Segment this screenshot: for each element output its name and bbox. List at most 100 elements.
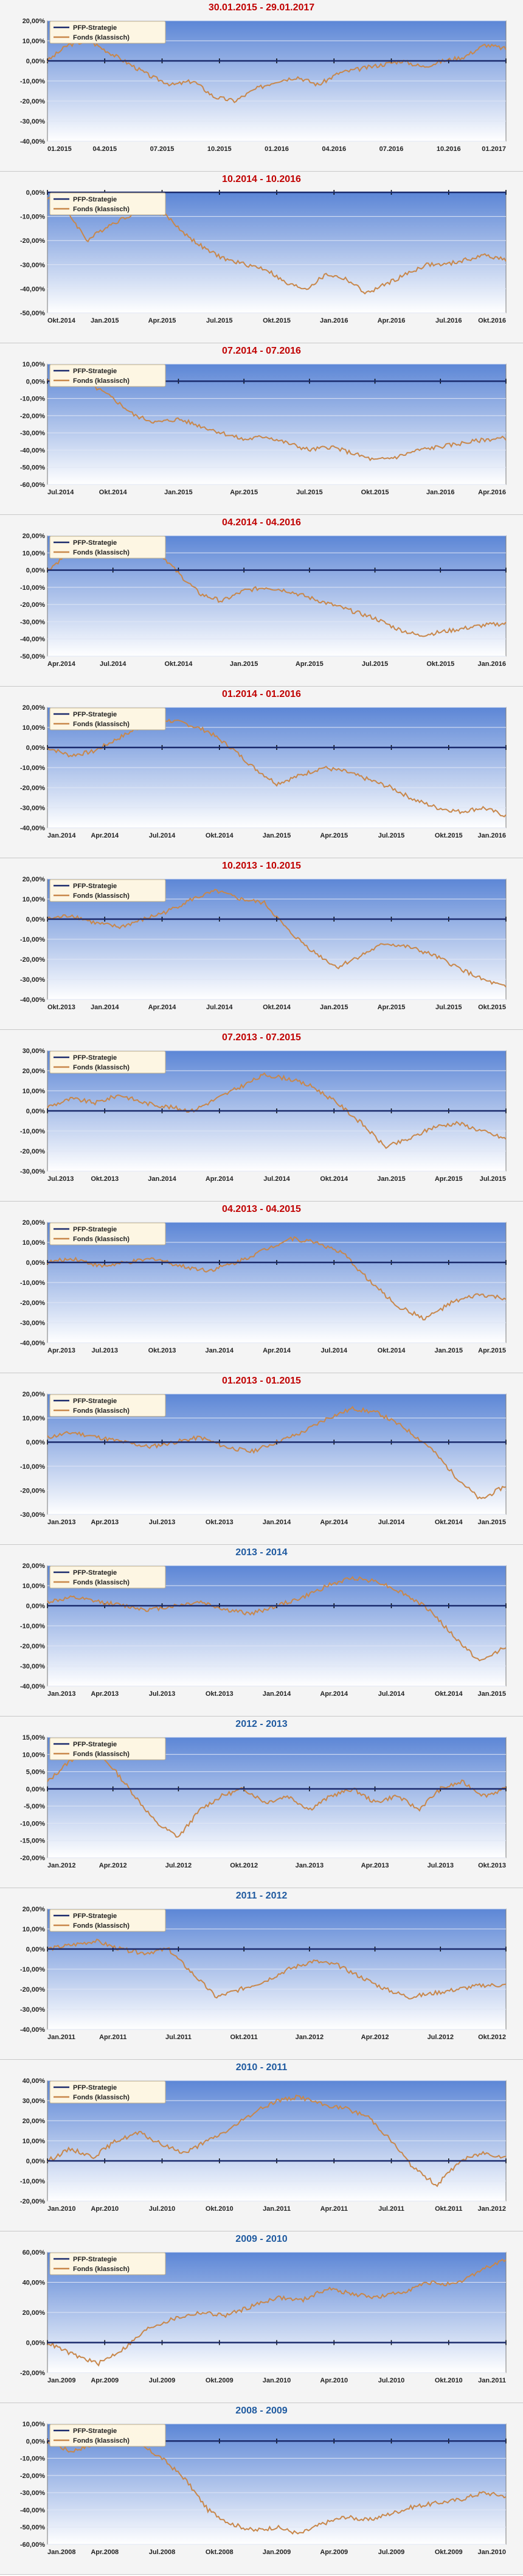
legend-label-fonds: Fonds (klassisch)	[73, 2437, 130, 2445]
x-tick-label: Jan.2009	[47, 2377, 75, 2384]
x-tick-label: Jul.2015	[362, 660, 388, 668]
legend-box	[49, 364, 166, 387]
y-tick-label: 10,00%	[23, 724, 46, 732]
x-tick-label: Apr.2011	[99, 2034, 126, 2041]
chart-panel: 07.2013 - 07.2015 30,00% 20,00% 10,00% 0,00%…	[0, 1030, 523, 1202]
x-tick-label: Jan.2016	[320, 317, 348, 324]
y-tick-label: 0,00%	[26, 1786, 45, 1793]
x-tick-label: Okt.2014	[263, 1004, 291, 1011]
x-tick-label: Apr.2014	[91, 832, 119, 839]
x-tick-label: Okt.2011	[435, 2205, 462, 2213]
x-tick-label: Jan.2012	[478, 2205, 506, 2213]
x-tick-label: Apr.2015	[148, 317, 176, 324]
y-tick-label: -30,00%	[20, 2490, 45, 2497]
legend-label-pfp: PFP-Strategie	[73, 1569, 117, 1577]
y-tick-label: 30,00%	[23, 1048, 46, 1055]
legend: PFP-Strategie Fonds (klassisch)	[49, 2424, 166, 2447]
legend: PFP-Strategie Fonds (klassisch)	[49, 1909, 166, 1932]
x-tick-label: Okt.2009	[435, 2549, 463, 2556]
legend: PFP-Strategie Fonds (klassisch)	[49, 192, 166, 215]
y-tick-label: 40,00%	[23, 2077, 46, 2085]
y-tick-label: 60,00%	[23, 2249, 46, 2256]
x-tick-label: Jan.2011	[478, 2377, 506, 2384]
y-tick-label: 10,00%	[23, 1088, 46, 1095]
y-tick-label: -10,00%	[20, 214, 45, 221]
y-tick-label: 20,00%	[23, 876, 46, 883]
y-tick-label: 0,00%	[26, 2438, 45, 2445]
legend-label-pfp: PFP-Strategie	[73, 2084, 117, 2091]
legend-box	[49, 2252, 166, 2275]
legend-box	[49, 21, 166, 44]
y-tick-label: 10,00%	[23, 1751, 46, 1759]
chart-title: 2012 - 2013	[235, 1719, 288, 1729]
y-tick-label: -20,00%	[20, 1148, 45, 1155]
x-tick-label: Apr.2015	[320, 832, 348, 839]
x-tick-label: Apr.2014	[47, 660, 76, 668]
x-tick-label: Okt.2009	[206, 2377, 234, 2384]
legend: PFP-Strategie Fonds (klassisch)	[49, 1394, 166, 1417]
y-tick-label: -40,00%	[20, 1340, 45, 1347]
y-tick-label: -30,00%	[20, 1663, 45, 1670]
chart-title: 07.2014 - 07.2016	[222, 346, 301, 356]
x-tick-label: Okt.2011	[230, 2034, 258, 2041]
legend-label-pfp: PFP-Strategie	[73, 196, 117, 203]
y-tick-label: 20,00%	[23, 1219, 46, 1227]
x-tick-label: Jan.2015	[164, 489, 192, 496]
y-tick-label: -20,00%	[20, 2370, 45, 2377]
chart-svg: 20,00% 10,00% 0,00% -10,00% -20,00% -30,00% -4…	[20, 18, 507, 153]
x-tick-label: 07.2015	[150, 145, 175, 153]
y-tick-label: 10,00%	[23, 1415, 46, 1423]
x-tick-label: Jul.2012	[165, 1862, 192, 1869]
y-tick-label: 20,00%	[23, 1391, 46, 1398]
chart-panel: 2013 - 2014 20,00% 10,00% 0,00% -10,00% -20,0…	[0, 1545, 523, 1717]
chart-svg: 10,00% 0,00% -10,00% -20,00% -30,00% -40,00% -…	[20, 2421, 507, 2556]
x-tick-label: Apr.2013	[91, 1519, 119, 1526]
legend-box	[49, 1566, 166, 1589]
y-tick-label: -10,00%	[20, 2455, 45, 2463]
chart-title: 2010 - 2011	[235, 2062, 288, 2073]
x-tick-label: Jan.2014	[206, 1347, 234, 1354]
legend-label-fonds: Fonds (klassisch)	[73, 1922, 130, 1930]
legend-box	[49, 1909, 166, 1932]
x-tick-label: Jan.2016	[478, 660, 506, 668]
series-fonds-line	[47, 718, 507, 817]
y-tick-label: -30,00%	[20, 430, 45, 437]
x-tick-label: Jan.2010	[263, 2377, 291, 2384]
x-tick-label: Jan.2011	[47, 2034, 75, 2041]
y-tick-label: 0,00%	[26, 378, 45, 385]
legend-label-pfp: PFP-Strategie	[73, 1913, 117, 1920]
chart-title: 01.2013 - 01.2015	[222, 1376, 301, 1386]
y-tick-label: -60,00%	[20, 2541, 45, 2549]
legend: PFP-Strategie Fonds (klassisch)	[49, 364, 166, 387]
chart-svg: 20,00% 10,00% 0,00% -10,00% -20,00% -30,00% -4…	[20, 533, 507, 668]
x-tick-label: Okt.2013	[91, 1175, 119, 1183]
y-tick-label: -20,00%	[20, 413, 45, 420]
y-tick-label: -30,00%	[20, 805, 45, 812]
x-tick-label: Apr.2014	[206, 1175, 234, 1183]
y-tick-label: 10,00%	[23, 38, 46, 45]
chart-svg: 20,00% 10,00% 0,00% -10,00% -20,00% -30,00% -4…	[20, 876, 507, 1011]
series-fonds-line	[47, 1745, 507, 1838]
legend-label-fonds: Fonds (klassisch)	[73, 34, 130, 41]
x-tick-label: Apr.2015	[230, 489, 258, 496]
x-tick-label: Jul.2014	[321, 1347, 348, 1354]
x-tick-label: Okt.2014	[435, 1690, 463, 1698]
y-tick-label: 20,00%	[23, 2118, 46, 2125]
chart-title: 30.01.2015 - 29.01.2017	[208, 2, 315, 13]
y-tick-label: -60,00%	[20, 481, 45, 489]
legend-label-fonds: Fonds (klassisch)	[73, 1579, 130, 1586]
chart-title: 2013 - 2014	[235, 1547, 288, 1558]
chart-title: 04.2013 - 04.2015	[222, 1204, 301, 1214]
chart-title: 2011 - 2012	[235, 1891, 288, 1901]
chart-panel: 2011 - 2012 20,00% 10,00% 0,00% -10,00% -20,0…	[0, 1888, 523, 2060]
x-tick-label: Apr.2015	[378, 1004, 406, 1011]
x-tick-label: Apr.2010	[91, 2205, 119, 2213]
y-tick-label: 0,00%	[26, 916, 45, 923]
x-tick-label: Jan.2013	[47, 1690, 75, 1698]
y-tick-label: -40,00%	[20, 2026, 45, 2034]
x-tick-label: Okt.2013	[206, 1690, 234, 1698]
x-tick-label: Jul.2014	[206, 1004, 233, 1011]
x-tick-label: Jan.2011	[263, 2205, 291, 2213]
y-tick-label: -10,00%	[20, 584, 45, 592]
x-tick-label: Okt.2014	[99, 489, 128, 496]
